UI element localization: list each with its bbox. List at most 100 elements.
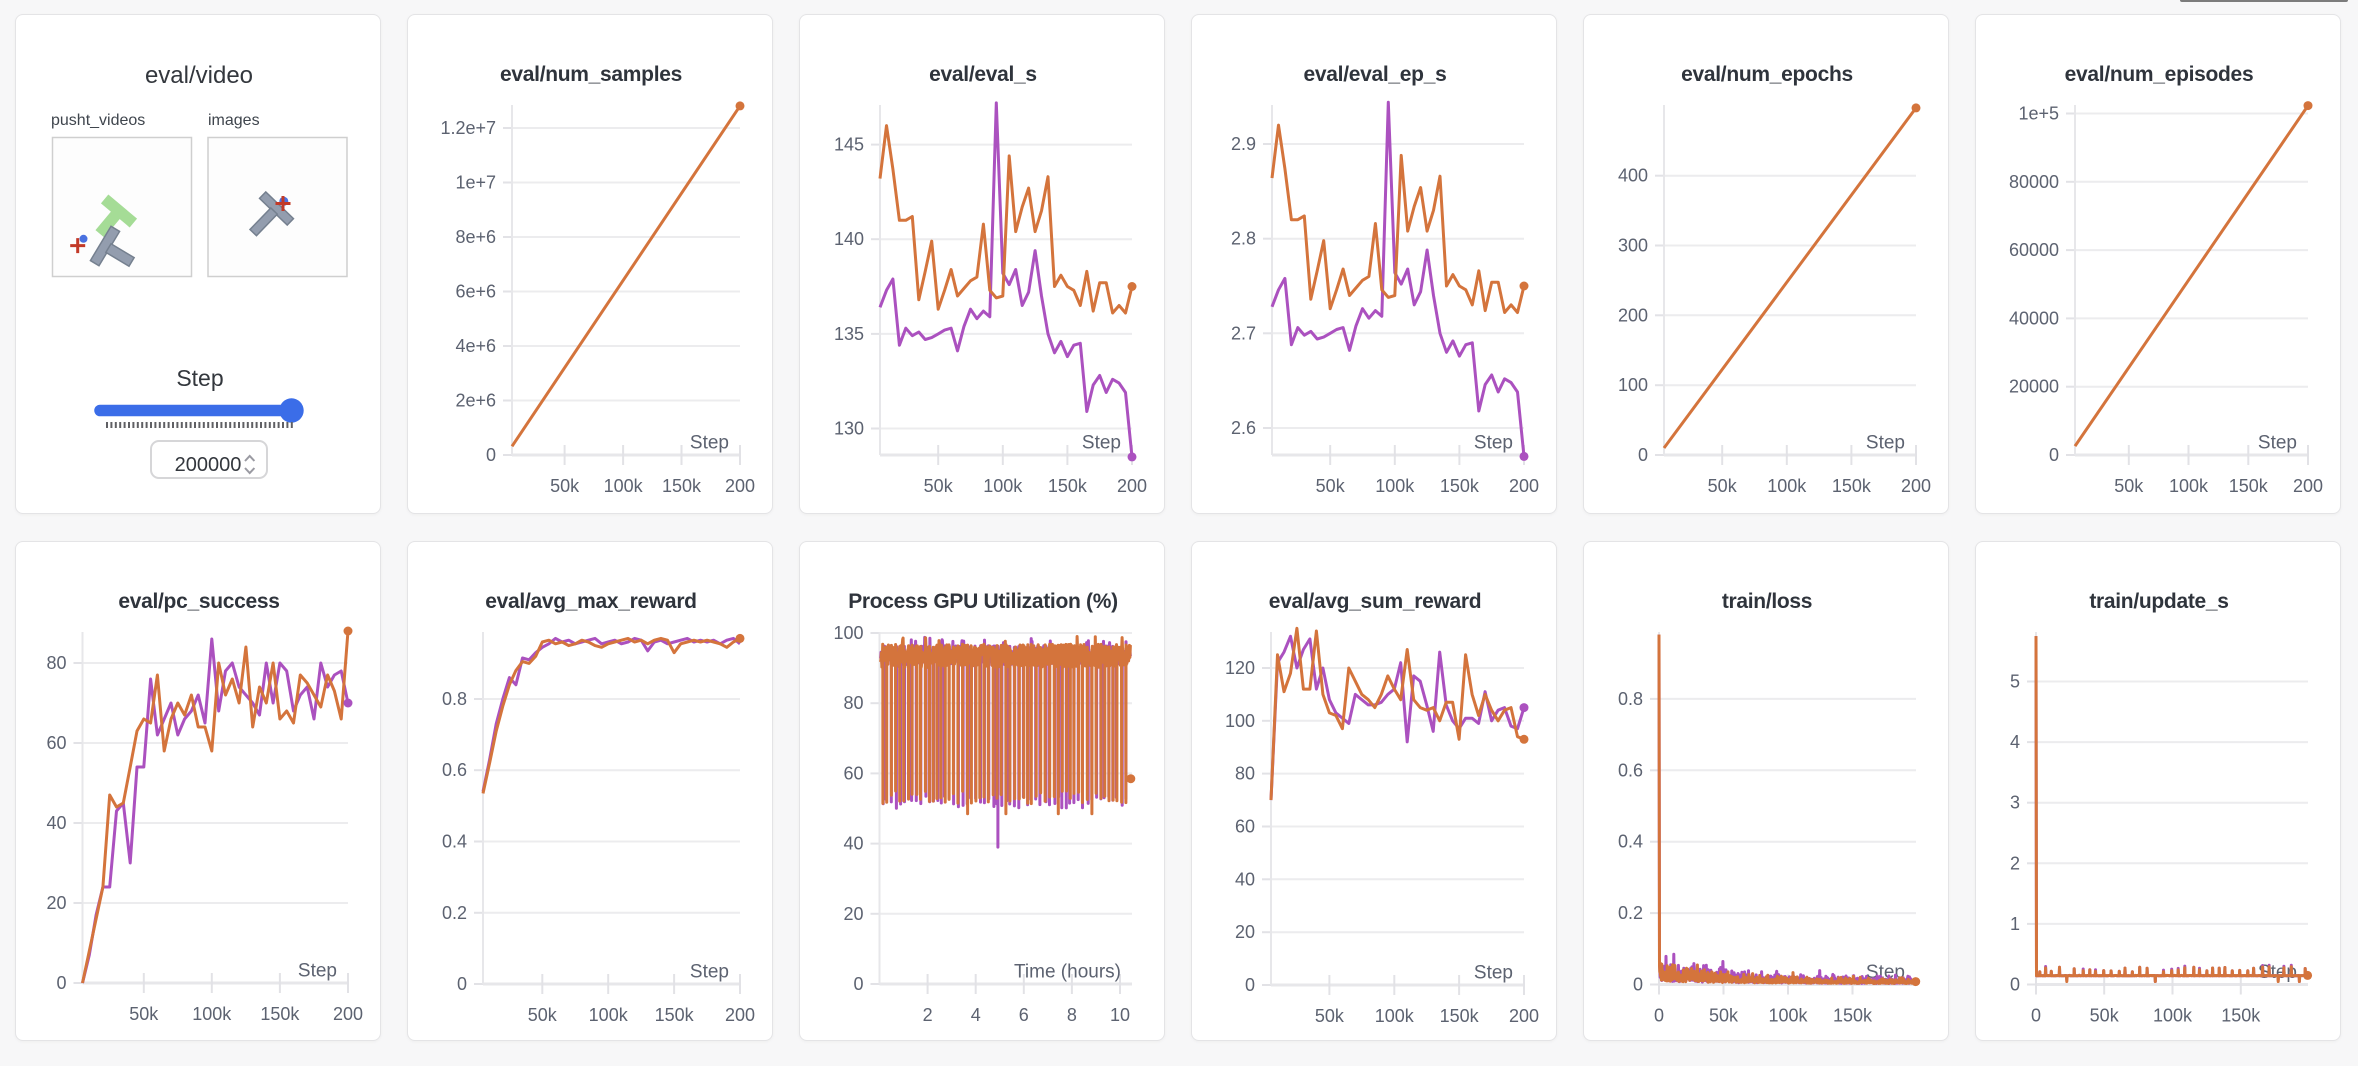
svg-text:train/update_s: train/update_s [2089, 590, 2228, 613]
svg-text:100: 100 [833, 623, 863, 643]
svg-text:2: 2 [923, 1005, 933, 1025]
svg-text:20: 20 [46, 893, 66, 913]
svg-text:1e+5: 1e+5 [2018, 104, 2059, 124]
svg-text:0: 0 [2031, 1006, 2041, 1026]
svg-text:50k: 50k [1709, 1006, 1739, 1026]
svg-text:80: 80 [1235, 764, 1255, 784]
svg-text:10: 10 [1110, 1005, 1130, 1025]
svg-text:100k: 100k [2169, 476, 2209, 496]
svg-text:0.8: 0.8 [1618, 689, 1643, 709]
svg-text:2.6: 2.6 [1231, 418, 1256, 438]
svg-text:200: 200 [1509, 476, 1539, 496]
svg-text:4: 4 [971, 1005, 981, 1025]
svg-text:Step: Step [690, 433, 729, 454]
svg-text:100: 100 [1225, 711, 1255, 731]
svg-text:0: 0 [1245, 975, 1255, 995]
svg-text:train/loss: train/loss [1722, 590, 1812, 613]
svg-text:50k: 50k [2114, 476, 2144, 496]
svg-text:200: 200 [725, 1005, 755, 1025]
svg-text:0: 0 [1638, 445, 1648, 465]
svg-text:2: 2 [2010, 853, 2020, 873]
svg-text:50k: 50k [924, 476, 954, 496]
svg-text:300: 300 [1618, 236, 1648, 256]
svg-text:40: 40 [1235, 869, 1255, 889]
svg-text:40000: 40000 [2009, 308, 2059, 328]
svg-text:Step: Step [1474, 963, 1513, 984]
svg-text:0.6: 0.6 [1618, 760, 1643, 780]
svg-text:60: 60 [1235, 817, 1255, 837]
svg-text:4: 4 [2010, 732, 2020, 752]
svg-text:Step: Step [1474, 433, 1513, 454]
svg-text:50k: 50k [1316, 476, 1346, 496]
svg-text:2e+6: 2e+6 [455, 391, 496, 411]
svg-text:200: 200 [2293, 476, 2323, 496]
svg-text:100k: 100k [1768, 1006, 1808, 1026]
svg-text:8: 8 [1067, 1005, 1077, 1025]
svg-text:50k: 50k [129, 1004, 159, 1024]
svg-text:100k: 100k [983, 476, 1023, 496]
svg-text:2.9: 2.9 [1231, 134, 1256, 154]
svg-text:135: 135 [834, 324, 864, 344]
svg-text:2.8: 2.8 [1231, 229, 1256, 249]
svg-text:0: 0 [2010, 975, 2020, 995]
svg-text:eval/num_samples: eval/num_samples [500, 63, 682, 86]
svg-text:0.4: 0.4 [442, 832, 467, 852]
svg-text:50k: 50k [550, 476, 580, 496]
svg-text:eval/video: eval/video [145, 62, 253, 89]
svg-text:150k: 150k [2229, 476, 2269, 496]
svg-text:0.4: 0.4 [1618, 832, 1643, 852]
svg-text:Step: Step [1082, 433, 1121, 454]
svg-text:150k: 150k [260, 1004, 300, 1024]
svg-text:40: 40 [46, 813, 66, 833]
svg-text:0: 0 [486, 445, 496, 465]
svg-text:100k: 100k [604, 476, 644, 496]
svg-text:200: 200 [1618, 305, 1648, 325]
svg-text:0.2: 0.2 [442, 903, 467, 923]
svg-text:150k: 150k [1440, 476, 1480, 496]
svg-text:50k: 50k [1315, 1006, 1345, 1026]
svg-text:1.2e+7: 1.2e+7 [440, 118, 496, 138]
svg-text:400: 400 [1618, 166, 1648, 186]
svg-text:200: 200 [1509, 1006, 1539, 1026]
svg-text:eval/avg_max_reward: eval/avg_max_reward [485, 590, 696, 613]
svg-text:120: 120 [1225, 658, 1255, 678]
svg-text:200: 200 [725, 476, 755, 496]
svg-text:Process GPU Utilization (%): Process GPU Utilization (%) [848, 590, 1118, 613]
svg-text:4e+6: 4e+6 [455, 336, 496, 356]
svg-text:50k: 50k [1708, 476, 1738, 496]
svg-text:6e+6: 6e+6 [455, 282, 496, 302]
svg-text:eval/eval_ep_s: eval/eval_ep_s [1304, 63, 1447, 86]
svg-text:1: 1 [2010, 914, 2020, 934]
svg-text:80: 80 [46, 653, 66, 673]
svg-text:0: 0 [2049, 445, 2059, 465]
svg-text:0: 0 [1654, 1006, 1664, 1026]
svg-text:50k: 50k [2090, 1006, 2120, 1026]
svg-text:20000: 20000 [2009, 377, 2059, 397]
svg-text:100k: 100k [192, 1004, 232, 1024]
svg-text:1e+7: 1e+7 [455, 173, 496, 193]
svg-text:150k: 150k [662, 476, 702, 496]
svg-text:50k: 50k [528, 1005, 558, 1025]
svg-text:pusht_videos: pusht_videos [51, 112, 145, 129]
svg-text:0: 0 [853, 974, 863, 994]
svg-text:eval/eval_s: eval/eval_s [929, 63, 1037, 86]
svg-text:0.6: 0.6 [442, 760, 467, 780]
svg-text:150k: 150k [1048, 476, 1088, 496]
svg-text:2.7: 2.7 [1231, 323, 1256, 343]
svg-text:200: 200 [1901, 476, 1931, 496]
svg-text:100k: 100k [1375, 1006, 1415, 1026]
svg-text:80: 80 [843, 693, 863, 713]
svg-text:Step: Step [298, 961, 337, 982]
svg-text:6: 6 [1019, 1005, 1029, 1025]
svg-text:Time (hours): Time (hours) [1014, 962, 1121, 983]
svg-text:8e+6: 8e+6 [455, 227, 496, 247]
svg-text:130: 130 [834, 419, 864, 439]
svg-text:200: 200 [1117, 476, 1147, 496]
svg-text:eval/num_epochs: eval/num_epochs [1681, 63, 1853, 86]
svg-text:200: 200 [333, 1004, 363, 1024]
svg-text:60: 60 [46, 733, 66, 753]
svg-text:150k: 150k [1832, 476, 1872, 496]
svg-text:100k: 100k [2153, 1006, 2193, 1026]
svg-text:Step: Step [176, 365, 223, 391]
svg-text:eval/avg_sum_reward: eval/avg_sum_reward [1269, 590, 1482, 613]
